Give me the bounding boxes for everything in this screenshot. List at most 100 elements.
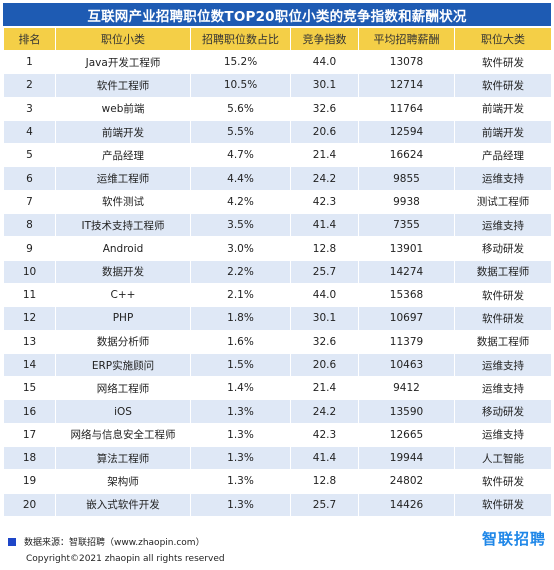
cell-avg-salary: 12714 [358, 73, 455, 98]
cell-job-category: 软件研发 [454, 469, 552, 494]
cell-avg-salary: 12594 [358, 119, 455, 145]
cell-job-category: 软件研发 [454, 282, 552, 308]
cell-job-category: 软件研发 [454, 49, 552, 75]
cell-avg-salary: 9412 [358, 376, 455, 401]
cell-competition-index: 24.2 [290, 166, 359, 191]
table-row: 19 架构师 1.3% 12.8 24802 软件研发 [3, 469, 552, 494]
cell-job-subcategory: 数据开发 [55, 259, 191, 284]
header-posting-share: 招聘职位数占比 [190, 27, 291, 51]
table-title: 互联网产业招聘职位数TOP20职位小类的竞争指数和薪酬状况 [3, 3, 551, 26]
cell-job-subcategory: 软件工程师 [55, 73, 191, 98]
cell-job-category: 软件研发 [454, 306, 552, 331]
cell-rank: 4 [3, 119, 56, 145]
cell-posting-share: 1.5% [190, 352, 291, 378]
cell-job-subcategory: web前端 [55, 96, 191, 121]
cell-rank: 18 [3, 446, 56, 471]
table-row: 6 运维工程师 4.4% 24.2 9855 运维支持 [3, 166, 552, 191]
cell-rank: 20 [3, 492, 56, 517]
cell-job-category: 移动研发 [454, 399, 552, 424]
cell-rank: 6 [3, 166, 56, 191]
cell-job-subcategory: C++ [55, 282, 191, 308]
header-competition-index: 竞争指数 [290, 27, 359, 51]
cell-avg-salary: 14274 [358, 259, 455, 284]
table-row: 12 PHP 1.8% 30.1 10697 软件研发 [3, 306, 552, 331]
cell-job-subcategory: Android [55, 236, 191, 261]
cell-posting-share: 1.6% [190, 329, 291, 354]
cell-avg-salary: 24802 [358, 469, 455, 494]
cell-competition-index: 21.4 [290, 376, 359, 401]
header-avg-salary: 平均招聘薪酬 [358, 27, 455, 51]
table-row: 16 iOS 1.3% 24.2 13590 移动研发 [3, 399, 552, 424]
table-row: 14 ERP实施顾问 1.5% 20.6 10463 运维支持 [3, 352, 552, 378]
cell-job-category: 前端开发 [454, 119, 552, 145]
cell-job-category: 运维支持 [454, 422, 552, 448]
cell-rank: 11 [3, 282, 56, 308]
cell-posting-share: 1.8% [190, 306, 291, 331]
cell-avg-salary: 19944 [358, 446, 455, 471]
table-row: 8 IT技术支持工程师 3.5% 41.4 7355 运维支持 [3, 213, 552, 238]
cell-competition-index: 44.0 [290, 49, 359, 75]
cell-job-subcategory: 前端开发 [55, 119, 191, 145]
cell-job-category: 软件研发 [454, 492, 552, 517]
table-row: 18 算法工程师 1.3% 41.4 19944 人工智能 [3, 446, 552, 471]
cell-rank: 9 [3, 236, 56, 261]
header-row: 排名 职位小类 招聘职位数占比 竞争指数 平均招聘薪酬 职位大类 [3, 27, 552, 51]
cell-competition-index: 41.4 [290, 446, 359, 471]
header-job-category: 职位大类 [454, 27, 552, 51]
cell-competition-index: 30.1 [290, 73, 359, 98]
cell-job-category: 运维支持 [454, 352, 552, 378]
cell-posting-share: 4.7% [190, 143, 291, 168]
cell-rank: 14 [3, 352, 56, 378]
cell-job-category: 数据工程师 [454, 329, 552, 354]
cell-rank: 16 [3, 399, 56, 424]
cell-job-subcategory: 运维工程师 [55, 166, 191, 191]
header-rank: 排名 [3, 27, 56, 51]
cell-job-category: 数据工程师 [454, 259, 552, 284]
cell-job-subcategory: 数据分析师 [55, 329, 191, 354]
cell-job-category: 前端开发 [454, 96, 552, 121]
cell-avg-salary: 11379 [358, 329, 455, 354]
cell-rank: 7 [3, 189, 56, 215]
cell-rank: 5 [3, 143, 56, 168]
cell-posting-share: 5.5% [190, 119, 291, 145]
ranking-table: 排名 职位小类 招聘职位数占比 竞争指数 平均招聘薪酬 职位大类 1 Java开发… [3, 27, 552, 517]
cell-competition-index: 12.8 [290, 236, 359, 261]
cell-competition-index: 21.4 [290, 143, 359, 168]
zhaopin-logo: 智联招聘 [481, 530, 546, 548]
cell-posting-share: 1.3% [190, 422, 291, 448]
cell-rank: 8 [3, 213, 56, 238]
cell-posting-share: 2.1% [190, 282, 291, 308]
cell-avg-salary: 11764 [358, 96, 455, 121]
header-job-subcategory: 职位小类 [55, 27, 191, 51]
cell-avg-salary: 13078 [358, 49, 455, 75]
cell-posting-share: 1.3% [190, 399, 291, 424]
cell-avg-salary: 10463 [358, 352, 455, 378]
cell-job-subcategory: ERP实施顾问 [55, 352, 191, 378]
cell-competition-index: 32.6 [290, 329, 359, 354]
cell-competition-index: 32.6 [290, 96, 359, 121]
cell-avg-salary: 13901 [358, 236, 455, 261]
cell-competition-index: 42.3 [290, 422, 359, 448]
table-row: 15 网络工程师 1.4% 21.4 9412 运维支持 [3, 376, 552, 401]
cell-job-category: 移动研发 [454, 236, 552, 261]
data-source: 数据来源：智联招聘（www.zhaopin.com） [8, 535, 205, 548]
cell-rank: 10 [3, 259, 56, 284]
cell-rank: 3 [3, 96, 56, 121]
cell-job-category: 测试工程师 [454, 189, 552, 215]
cell-job-subcategory: 产品经理 [55, 143, 191, 168]
cell-posting-share: 1.4% [190, 376, 291, 401]
cell-competition-index: 41.4 [290, 213, 359, 238]
cell-competition-index: 25.7 [290, 259, 359, 284]
table-row: 1 Java开发工程师 15.2% 44.0 13078 软件研发 [3, 49, 552, 75]
cell-job-subcategory: 嵌入式软件开发 [55, 492, 191, 517]
bullet-square-icon [8, 537, 16, 546]
cell-competition-index: 25.7 [290, 492, 359, 517]
cell-avg-salary: 15368 [358, 282, 455, 308]
table-row: 10 数据开发 2.2% 25.7 14274 数据工程师 [3, 259, 552, 284]
cell-posting-share: 2.2% [190, 259, 291, 284]
cell-job-subcategory: Java开发工程师 [55, 49, 191, 75]
cell-job-subcategory: iOS [55, 399, 191, 424]
cell-job-category: 人工智能 [454, 446, 552, 471]
table-row: 17 网络与信息安全工程师 1.3% 42.3 12665 运维支持 [3, 422, 552, 448]
